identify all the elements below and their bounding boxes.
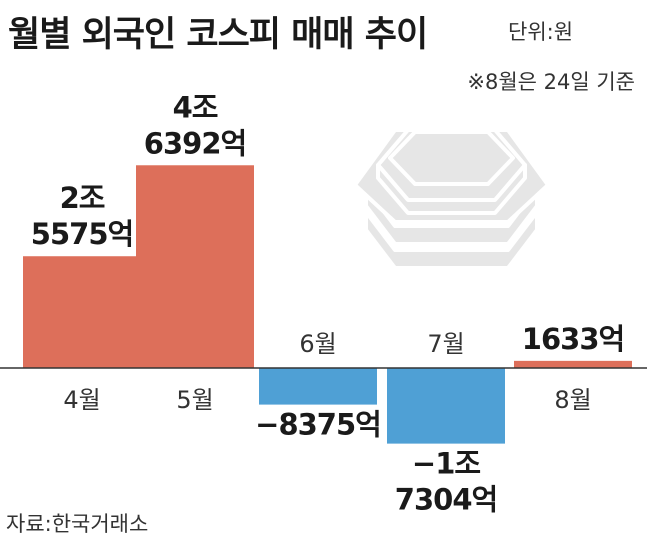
x-tick-label: 5월 — [176, 386, 213, 414]
data-label: 7304억 — [395, 483, 497, 517]
x-tick-label: 6월 — [299, 330, 336, 358]
unit-label: 단위:원 — [508, 20, 574, 44]
bar-5 — [514, 360, 632, 368]
x-tick-label: 8월 — [554, 386, 591, 414]
bar-1 — [23, 256, 141, 368]
kospi-building-icon — [353, 128, 550, 270]
chart-title: 월별 외국인 코스피 매매 추이 — [8, 15, 428, 55]
data-label: −8375억 — [255, 408, 381, 442]
bar-2 — [136, 165, 254, 368]
x-tick-label: 7월 — [427, 330, 464, 358]
data-label: 4조 — [173, 90, 218, 124]
x-tick-label: 4월 — [63, 386, 100, 414]
bar-4 — [387, 368, 505, 444]
data-label: −1조 — [412, 447, 480, 481]
data-label: 5575억 — [31, 217, 133, 251]
date-note: ※8월은 24일 기준 — [467, 70, 635, 94]
data-label: 6392억 — [144, 126, 246, 160]
data-label: 1633억 — [522, 322, 624, 356]
source-label: 자료:한국거래소 — [6, 512, 149, 536]
data-label: 2조 — [60, 181, 105, 215]
bar-3 — [259, 368, 377, 405]
bars-group — [23, 165, 632, 444]
